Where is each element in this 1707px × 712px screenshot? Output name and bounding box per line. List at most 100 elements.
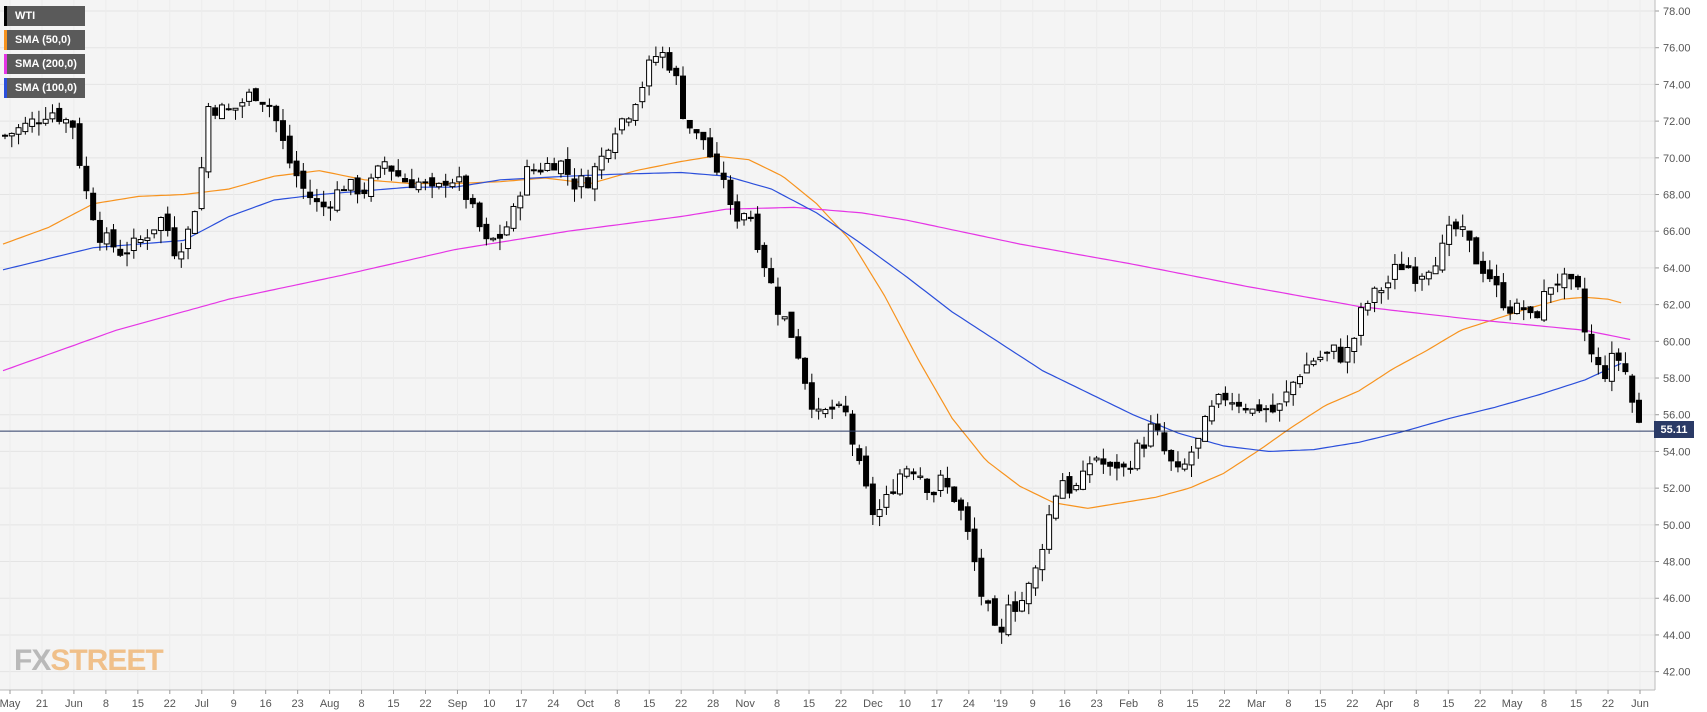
candle-body (1113, 461, 1120, 469)
candle-body (103, 232, 110, 245)
x-tick-label: 8 (1158, 698, 1164, 710)
candle-body (822, 409, 829, 415)
candle-body (1554, 283, 1561, 286)
candle-body (578, 175, 585, 188)
candle-body (639, 87, 646, 103)
candle-body (185, 228, 192, 250)
x-tick-label: 22 (419, 698, 431, 710)
y-tick-label: 42.00 (1663, 667, 1691, 679)
candle-body (266, 104, 273, 107)
candle-body (1168, 449, 1175, 462)
candle-body (896, 473, 903, 495)
candle-body (171, 227, 178, 257)
candle-body (517, 195, 524, 209)
candle-body (1547, 287, 1554, 295)
candle-body (117, 248, 124, 256)
x-tick-label: 9 (231, 698, 237, 710)
candle-body (164, 213, 171, 231)
candle-body (1629, 375, 1636, 403)
candle-body (917, 475, 924, 478)
legend-item-wti[interactable]: WTI (4, 6, 85, 26)
candle-body (1283, 391, 1290, 403)
candle-body (415, 181, 422, 191)
ma-line-sma500 (2, 155, 1622, 509)
legend-item-sma-200[interactable]: SMA (200,0) (4, 54, 85, 74)
candle-body (1622, 363, 1629, 373)
x-tick-label: Dec (863, 698, 883, 710)
candle-body (666, 52, 673, 71)
candle-body (1602, 365, 1609, 380)
candle-body (686, 119, 693, 129)
candle-body (1208, 405, 1215, 422)
candle-body (354, 177, 361, 195)
y-tick-label: 48.00 (1663, 557, 1691, 569)
candle-body (1608, 352, 1615, 382)
y-tick-label: 60.00 (1663, 336, 1691, 348)
candle-body (863, 455, 870, 487)
candle-body (300, 170, 307, 189)
candle-body (313, 198, 320, 203)
candle-body (957, 499, 964, 511)
candle-body (1256, 404, 1263, 412)
candle-body (503, 226, 510, 236)
candle-body (137, 238, 144, 244)
legend-item-sma-100[interactable]: SMA (100,0) (4, 78, 85, 98)
legend-swatch (4, 30, 7, 50)
candle-body (442, 180, 449, 186)
candle-body (1127, 467, 1134, 470)
candle-body (1466, 230, 1473, 241)
candle-body (1568, 273, 1575, 280)
candle-body (1615, 352, 1622, 361)
candle-body (788, 311, 795, 338)
candle-body (395, 170, 402, 177)
candle-body (781, 316, 788, 320)
candle-body (225, 108, 232, 111)
candle-body (1344, 347, 1351, 363)
candle-body (327, 206, 334, 209)
candle-body (768, 268, 775, 284)
legend-item-sma-50[interactable]: SMA (50,0) (4, 30, 85, 50)
x-tick-label: Mar (1247, 698, 1266, 710)
x-tick-label: 15 (387, 698, 399, 710)
candle-body (286, 135, 293, 164)
candle-body (849, 413, 856, 445)
candle-body (1351, 337, 1358, 352)
candle-body (8, 132, 15, 137)
candle-body (998, 626, 1005, 633)
candle-body (876, 509, 883, 517)
candle-body (727, 179, 734, 206)
candle-body (1513, 302, 1520, 315)
candle-body (856, 448, 863, 462)
candle-body (1086, 463, 1093, 476)
candle-body (869, 483, 876, 516)
legend-swatch (4, 78, 7, 98)
candle-body (124, 252, 131, 255)
candle-body (713, 153, 720, 173)
candle-body (449, 182, 456, 188)
candle-body (293, 160, 300, 177)
x-tick-label: Aug (320, 698, 340, 710)
candle-body (924, 478, 931, 493)
candle-body (1534, 311, 1541, 319)
candle-body (598, 155, 605, 171)
candle-body (151, 229, 158, 235)
x-tick-label: 22 (1346, 698, 1358, 710)
y-tick-label: 46.00 (1663, 593, 1691, 605)
candle-body (774, 286, 781, 315)
candle-body (835, 403, 842, 407)
candle-body (1046, 514, 1053, 550)
candle-body (463, 175, 470, 200)
candle-body (212, 107, 219, 116)
x-tick-label: May (1502, 698, 1523, 710)
candle-body (1235, 401, 1242, 407)
candle-body (1324, 351, 1331, 354)
x-tick-label: 15 (1570, 698, 1582, 710)
candle-body (1141, 444, 1148, 449)
candle-body (1195, 437, 1202, 449)
candle-body (930, 491, 937, 496)
candle-body (1310, 360, 1317, 366)
candle-body (632, 104, 639, 121)
candle-body (551, 163, 558, 171)
x-tick-label: 8 (359, 698, 365, 710)
fxstreet-logo: FXSTREET (14, 644, 164, 678)
